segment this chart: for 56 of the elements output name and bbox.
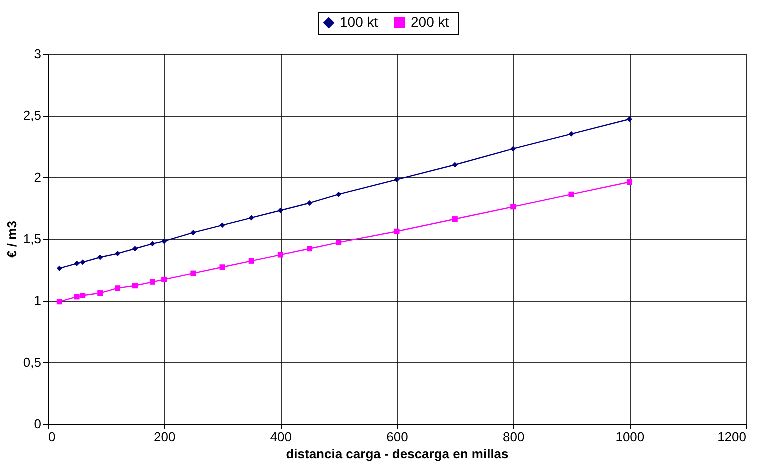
y-tick-label: 2 [34,170,42,185]
x-tick-label: 200 [154,430,176,444]
legend-label: 100 kt [340,14,378,30]
y-tick-label: 1,5 [23,232,42,246]
point [394,228,400,234]
point [626,180,632,186]
y-tick-label: 3 [34,46,42,62]
point [568,131,574,137]
y-tick-label: 0,5 [23,354,42,370]
point [248,215,254,221]
point [626,116,632,122]
x-tick-label: 600 [386,430,408,444]
point [510,146,516,152]
point [115,251,121,257]
point [150,241,156,247]
x-axis-title: distancia carga - descarga en millas [286,446,509,462]
x-tick-label: 1200 [718,430,746,444]
point [190,230,196,236]
point [307,200,312,206]
x-tick-label: 800 [502,430,525,444]
point [336,240,342,246]
y-tick-label: 0 [34,416,42,432]
point [278,252,284,258]
point [80,292,86,298]
y-axis-title: € / m3 [4,221,20,258]
point [56,299,62,305]
point [115,286,121,292]
point [56,266,62,272]
x-tick-label: 400 [270,430,292,444]
point [162,276,168,282]
y-tick-label: 2,5 [23,108,42,124]
point [452,216,458,222]
point [278,208,284,214]
legend-label: 200 kt [411,14,450,30]
point [510,204,516,210]
point [220,222,226,228]
point [336,192,342,198]
point [568,192,574,198]
point [248,258,254,264]
point [74,294,80,300]
point [150,279,156,285]
point [394,177,400,183]
point [74,260,80,266]
point [162,238,168,244]
point [452,162,458,168]
point [98,290,104,296]
point [98,254,104,260]
point [190,270,196,276]
point [220,264,226,270]
point [132,283,138,289]
x-tick-label: 0 [48,430,56,444]
x-tick-label: 1000 [616,430,645,444]
point [307,246,312,252]
y-tick-label: 1 [34,293,42,308]
point [132,246,138,252]
point [80,260,86,266]
